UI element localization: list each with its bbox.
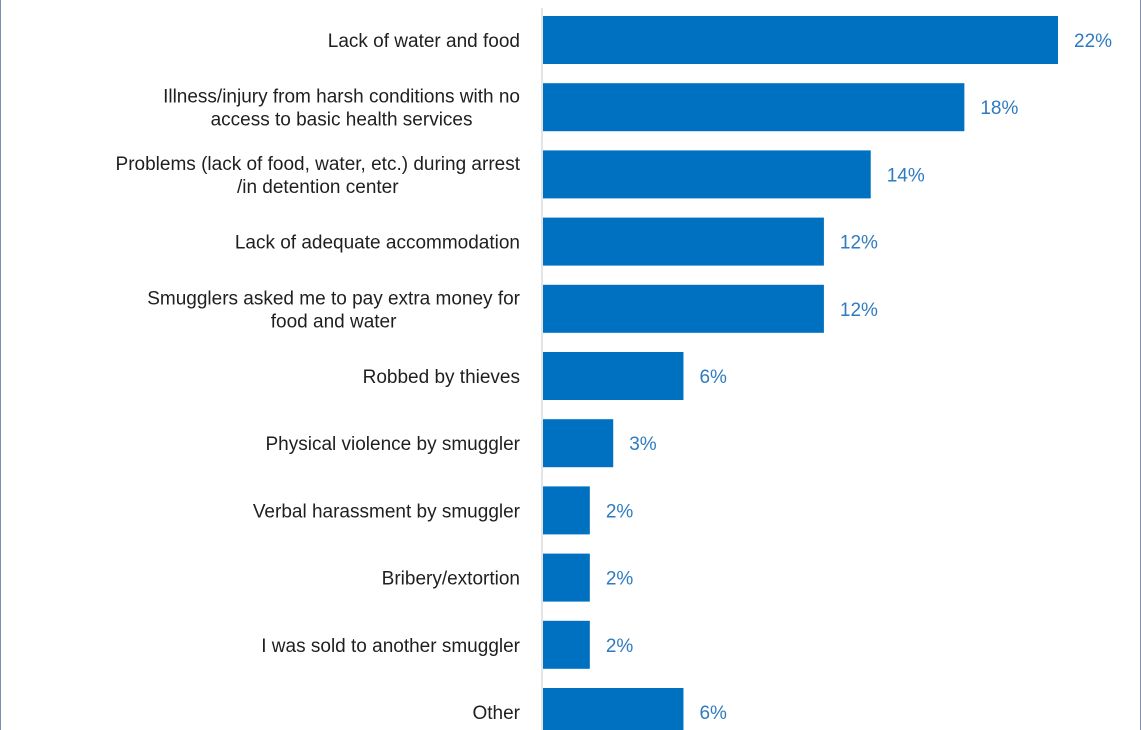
value-label-7: 2% xyxy=(606,501,634,522)
bar-6 xyxy=(543,419,614,468)
bar-4 xyxy=(543,284,824,333)
value-label-9: 2% xyxy=(606,636,634,657)
bar-5 xyxy=(543,352,684,400)
value-label-1: 18% xyxy=(980,98,1018,119)
bars-group xyxy=(543,16,1058,730)
value-label-8: 2% xyxy=(606,569,634,590)
bar-3 xyxy=(543,217,824,266)
bar-7 xyxy=(543,486,590,535)
value-label-5: 6% xyxy=(699,367,727,388)
category-label-1-line-0: Illness/injury from harsh conditions wit… xyxy=(163,87,520,108)
category-label-2-line-1: /in detention center xyxy=(237,177,399,198)
category-label-8: Bribery/extortion xyxy=(382,569,520,590)
bar-0 xyxy=(543,16,1058,64)
bar-2 xyxy=(543,150,871,199)
value-label-2: 14% xyxy=(887,165,925,186)
value-label-10: 6% xyxy=(699,703,727,724)
value-label-6: 3% xyxy=(629,434,657,455)
category-label-9: I was sold to another smuggler xyxy=(261,636,520,657)
category-label-3: Lack of adequate accommodation xyxy=(235,233,520,254)
value-label-3: 12% xyxy=(840,233,878,254)
category-label-10: Other xyxy=(472,703,520,724)
category-label-0: Lack of water and food xyxy=(328,31,520,52)
value-label-4: 12% xyxy=(840,300,878,321)
bar-10 xyxy=(543,688,684,730)
category-label-4-line-0: Smugglers asked me to pay extra money fo… xyxy=(147,288,520,309)
category-label-1-line-1: access to basic health services xyxy=(211,110,473,131)
category-label-4-line-1: food and water xyxy=(271,311,397,332)
bar-1 xyxy=(543,83,965,132)
value-label-0: 22% xyxy=(1074,31,1112,52)
category-label-6: Physical violence by smuggler xyxy=(265,434,520,455)
value-labels-group: 22% 18% 14% 12% 12% 6% 3% 2% 2% 2% 6% xyxy=(606,31,1112,724)
category-label-5: Robbed by thieves xyxy=(363,367,520,388)
category-labels-group: Lack of water and food Illness/injury fro… xyxy=(116,31,521,724)
bar-9 xyxy=(543,620,590,669)
category-label-7: Verbal harassment by smuggler xyxy=(253,501,521,522)
bar-8 xyxy=(543,553,590,602)
category-label-2-line-0: Problems (lack of food, water, etc.) dur… xyxy=(116,154,521,175)
